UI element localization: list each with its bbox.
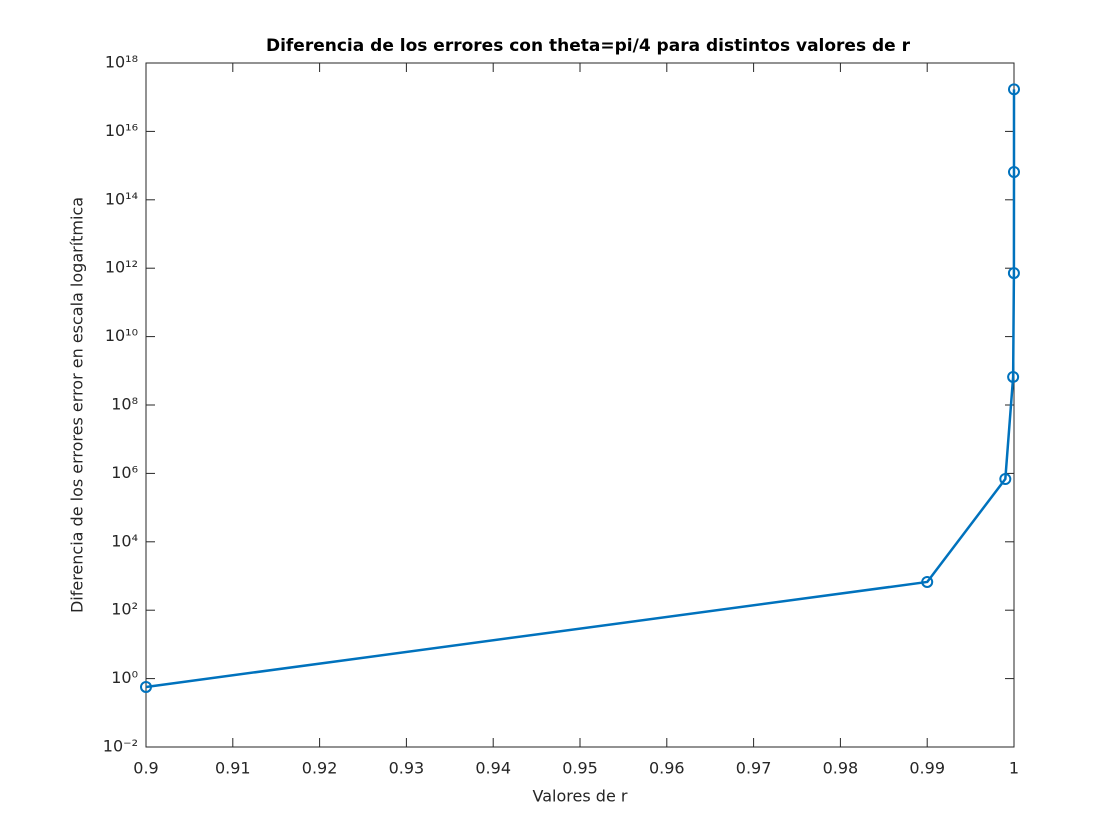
y-tick-label: 10¹⁴ [105,189,138,208]
y-tick-label: 10⁻² [103,737,138,756]
x-tick-label: 0.9 [133,759,158,778]
x-tick-label: 0.93 [389,759,425,778]
y-tick-label: 10⁴ [111,531,138,550]
marker [999,472,1012,485]
marker [1007,370,1020,383]
x-tick-label: 0.94 [475,759,511,778]
x-tick-label: 0.96 [649,759,685,778]
marker [140,680,152,693]
y-tick-label: 10² [111,600,138,619]
y-tick-label: 10¹⁸ [105,53,138,72]
x-tick-label: 0.99 [909,759,945,778]
y-axis-label: Diferencia de los errores error en escal… [68,197,87,613]
x-tick-label: 0.98 [823,759,859,778]
marker [1007,165,1020,178]
x-tick-label: 0.95 [562,759,598,778]
chart-title: Diferencia de los errores con theta=pi/4… [266,36,911,56]
marker [1007,267,1020,280]
y-tick-label: 10¹⁶ [105,121,138,140]
y-tick-label: 10¹⁰ [105,326,138,345]
y-tick-label: 10⁰ [111,668,138,687]
y-tick-label: 10⁶ [111,463,138,482]
x-tick-label: 0.92 [302,759,338,778]
line [145,89,1016,689]
x-tick-label: 0.91 [215,759,251,778]
x-axis-label: Valores de r [533,787,628,806]
x-tick-label: 1 [1009,759,1019,778]
x-tick-label: 0.97 [736,759,772,778]
y-tick-label: 10¹² [105,258,138,277]
marker [921,575,934,588]
marker [1007,83,1020,96]
y-tick-label: 10⁸ [111,395,138,414]
